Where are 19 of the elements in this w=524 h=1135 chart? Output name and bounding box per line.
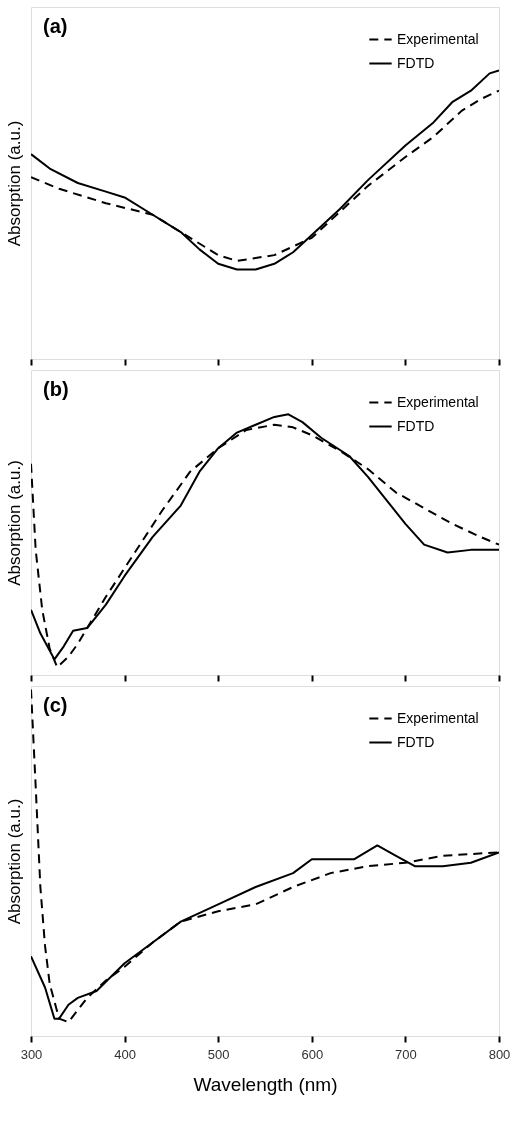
chart-title: (c) — [43, 694, 68, 716]
legend-label: FDTD — [397, 733, 435, 750]
x-tick-label: 600 — [301, 1046, 324, 1062]
legend-label: FDTD — [397, 417, 435, 434]
legend-label: Experimental — [397, 393, 479, 410]
legend-label: FDTD — [397, 54, 435, 71]
x-tick-label: 300 — [20, 1046, 43, 1062]
legend-label: Experimental — [397, 30, 479, 47]
chart-title: (b) — [43, 378, 69, 400]
legend-label: Experimental — [397, 709, 479, 726]
x-tick-label: 400 — [114, 1046, 136, 1062]
y-axis-title: Absorption (a.u.) — [4, 460, 24, 586]
y-axis-title: Absorption (a.u.) — [4, 798, 24, 925]
x-tick-label: 700 — [395, 1046, 417, 1062]
x-tick-label: 500 — [207, 1046, 230, 1062]
x-tick-label: 800 — [488, 1046, 511, 1062]
x-axis-title: Wavelength (nm) — [193, 1073, 338, 1095]
chart-title: (a) — [43, 15, 68, 37]
y-axis-title: Absorption (a.u.) — [4, 120, 24, 247]
